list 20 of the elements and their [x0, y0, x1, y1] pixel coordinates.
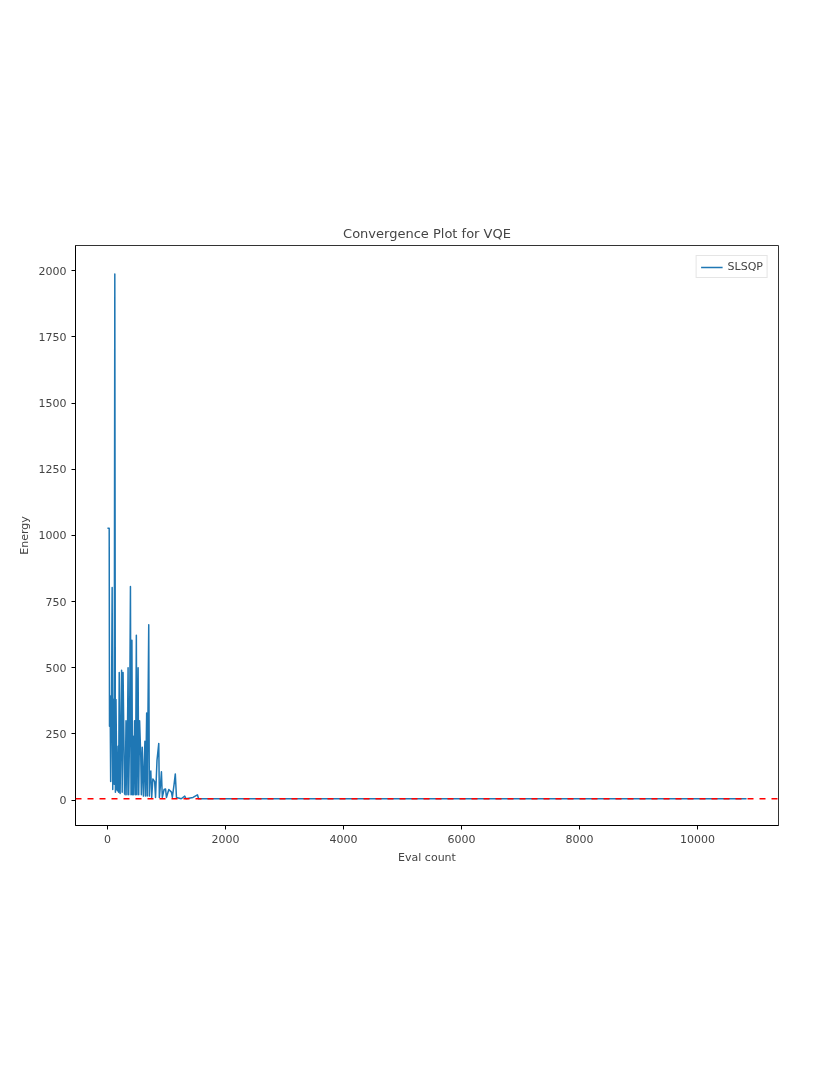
line-series [106, 273, 748, 800]
x-tick-label: 2000 [211, 832, 240, 846]
y-tick-label: 500 [45, 661, 67, 675]
legend-label: SLSQP [727, 260, 763, 273]
y-tick-label: 2000 [38, 264, 67, 278]
y-axis-title: Energy [17, 515, 31, 555]
x-axis-title: Eval count [398, 850, 457, 864]
x-tick-label: 6000 [447, 832, 476, 846]
y-tick-label: 1500 [38, 397, 67, 411]
y-tick-label: 1750 [38, 330, 67, 344]
x-tick-label: 0 [103, 832, 111, 846]
chart-title: Convergence Plot for VQE [343, 225, 511, 241]
x-tick-label: 10000 [680, 832, 716, 846]
x-tick-label: 8000 [565, 832, 594, 846]
y-tick-label: 750 [45, 595, 67, 609]
y-tick-label: 1250 [38, 463, 67, 477]
y-tick-label: 0 [59, 794, 67, 808]
y-tick-label: 1000 [38, 529, 67, 543]
y-tick-label: 250 [45, 727, 67, 741]
x-tick-label: 4000 [329, 832, 358, 846]
